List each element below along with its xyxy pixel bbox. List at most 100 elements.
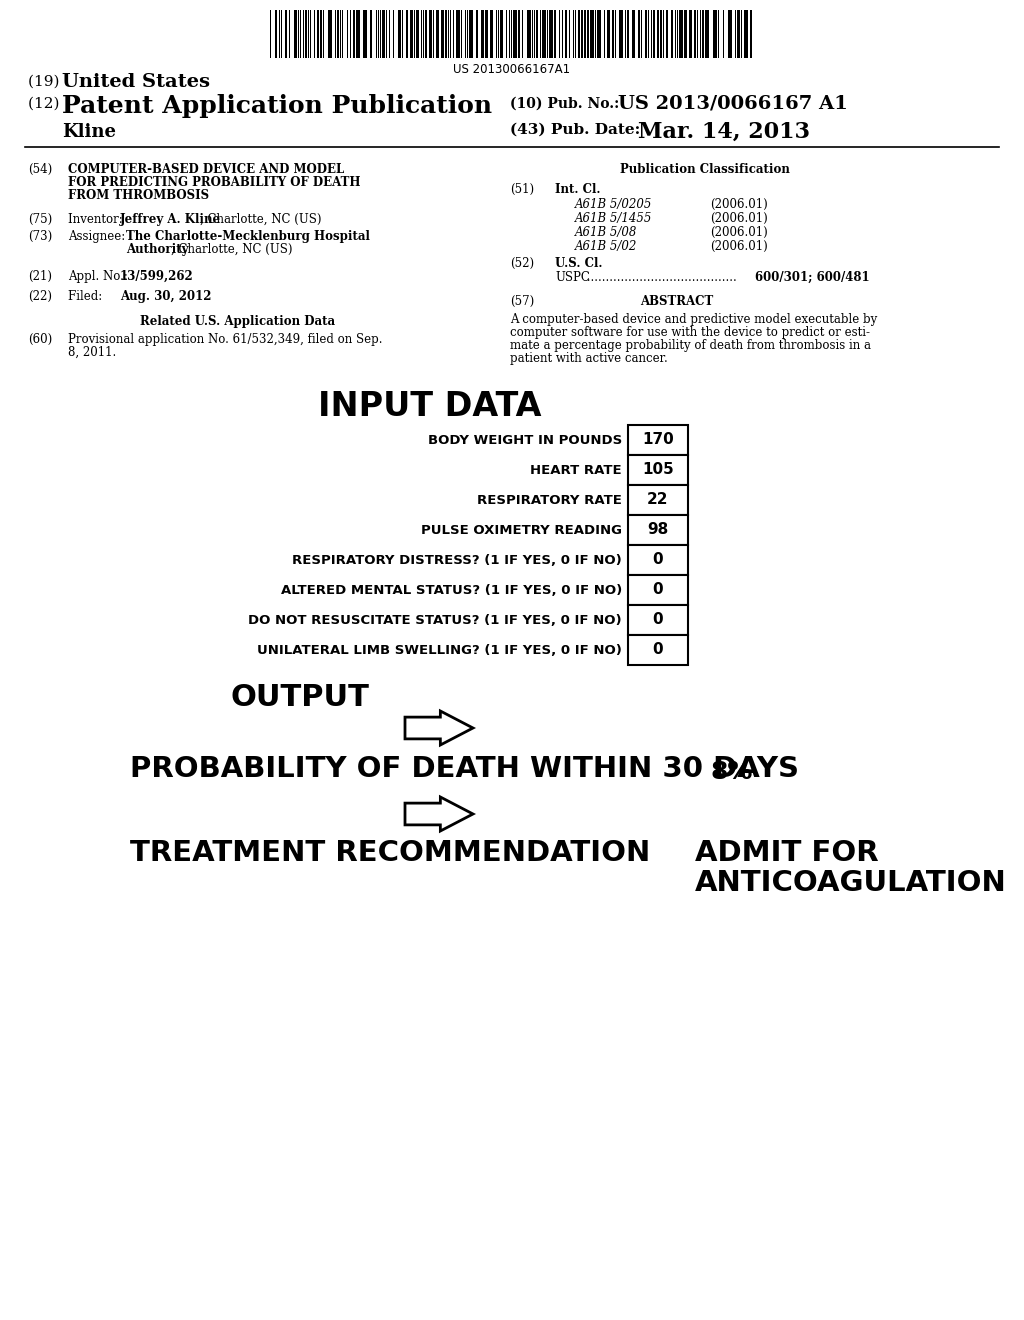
Bar — [476, 11, 478, 58]
Text: Mar. 14, 2013: Mar. 14, 2013 — [638, 121, 810, 143]
Bar — [666, 11, 668, 58]
Text: HEART RATE: HEART RATE — [530, 463, 622, 477]
Text: 13/599,262: 13/599,262 — [120, 271, 194, 282]
Bar — [705, 11, 709, 58]
Bar — [542, 11, 546, 58]
Text: (2006.01): (2006.01) — [710, 198, 768, 211]
Text: FROM THROMBOSIS: FROM THROMBOSIS — [68, 189, 209, 202]
Bar — [353, 11, 355, 58]
Text: (43) Pub. Date:: (43) Pub. Date: — [510, 123, 640, 137]
Text: 0: 0 — [652, 582, 664, 598]
Text: mate a percentage probability of death from thrombosis in a: mate a percentage probability of death f… — [510, 339, 871, 352]
Bar — [445, 11, 447, 58]
Text: (73): (73) — [28, 230, 52, 243]
Bar — [406, 11, 408, 58]
Text: ADMIT FOR: ADMIT FOR — [695, 840, 879, 867]
Text: United States: United States — [62, 73, 210, 91]
Bar — [607, 11, 610, 58]
Text: 600/301; 600/481: 600/301; 600/481 — [755, 271, 869, 284]
Text: Filed:: Filed: — [68, 290, 132, 304]
Text: Appl. No.:: Appl. No.: — [68, 271, 135, 282]
Text: Int. Cl.: Int. Cl. — [555, 183, 600, 195]
Text: (19): (19) — [28, 75, 65, 88]
Text: U.S. Cl.: U.S. Cl. — [555, 257, 602, 271]
Polygon shape — [406, 797, 473, 832]
Bar — [518, 11, 520, 58]
Text: RESPIRATORY RATE: RESPIRATORY RATE — [477, 494, 622, 507]
Bar — [513, 11, 517, 58]
Text: (12): (12) — [28, 96, 65, 111]
Text: (21): (21) — [28, 271, 52, 282]
Text: 0: 0 — [652, 553, 664, 568]
Bar — [653, 11, 655, 58]
Bar — [565, 11, 567, 58]
Text: Assignee:: Assignee: — [68, 230, 133, 243]
Bar — [337, 11, 339, 58]
Text: Authority: Authority — [126, 243, 188, 256]
Text: , Charlotte, NC (US): , Charlotte, NC (US) — [171, 243, 293, 256]
Bar — [750, 11, 752, 58]
Text: DO NOT RESUSCITATE STATUS? (1 IF YES, 0 IF NO): DO NOT RESUSCITATE STATUS? (1 IF YES, 0 … — [249, 614, 622, 627]
Text: (52): (52) — [510, 257, 535, 271]
Bar — [628, 605, 688, 635]
Bar — [584, 11, 586, 58]
Bar — [694, 11, 696, 58]
Bar — [469, 11, 473, 58]
Text: (2006.01): (2006.01) — [710, 240, 768, 253]
Bar — [578, 11, 580, 58]
Bar — [356, 11, 360, 58]
Text: Jeffrey A. Kline: Jeffrey A. Kline — [120, 213, 221, 226]
Text: OUTPUT: OUTPUT — [230, 682, 369, 711]
Bar — [628, 484, 688, 515]
Bar — [684, 11, 687, 58]
Bar — [645, 11, 647, 58]
Bar — [628, 545, 688, 576]
Text: ALTERED MENTAL STATUS? (1 IF YES, 0 IF NO): ALTERED MENTAL STATUS? (1 IF YES, 0 IF N… — [281, 583, 622, 597]
Bar — [294, 11, 297, 58]
Text: Related U.S. Application Data: Related U.S. Application Data — [140, 315, 335, 327]
Text: BODY WEIGHT IN POUNDS: BODY WEIGHT IN POUNDS — [428, 433, 622, 446]
Bar — [657, 11, 659, 58]
Text: 105: 105 — [642, 462, 674, 478]
Bar — [628, 515, 688, 545]
Text: computer software for use with the device to predict or esti-: computer software for use with the devic… — [510, 326, 870, 339]
Bar — [485, 11, 488, 58]
Text: PROBABILITY OF DEATH WITHIN 30 DAYS: PROBABILITY OF DEATH WITHIN 30 DAYS — [130, 755, 799, 783]
Bar — [628, 576, 688, 605]
Text: ........................................: ........................................ — [583, 271, 736, 284]
Text: COMPUTER-BASED DEVICE AND MODEL: COMPUTER-BASED DEVICE AND MODEL — [68, 162, 344, 176]
Text: The Charlotte-Mecklenburg Hospital: The Charlotte-Mecklenburg Hospital — [126, 230, 370, 243]
Bar — [319, 11, 322, 58]
Text: Kline: Kline — [62, 123, 116, 141]
Bar — [702, 11, 705, 58]
Bar — [689, 11, 692, 58]
Bar — [370, 11, 372, 58]
Bar — [328, 11, 332, 58]
Bar — [490, 11, 493, 58]
Text: 98: 98 — [647, 523, 669, 537]
Text: A61B 5/1455: A61B 5/1455 — [575, 213, 652, 224]
Bar — [628, 455, 688, 484]
Bar — [627, 11, 629, 58]
Bar — [628, 425, 688, 455]
Bar — [436, 11, 439, 58]
Bar — [713, 11, 717, 58]
Text: ABSTRACT: ABSTRACT — [640, 294, 714, 308]
Bar — [679, 11, 683, 58]
Bar — [632, 11, 635, 58]
Bar — [628, 635, 688, 665]
Bar — [612, 11, 614, 58]
Text: (2006.01): (2006.01) — [710, 213, 768, 224]
Text: A computer-based device and predictive model executable by: A computer-based device and predictive m… — [510, 313, 878, 326]
Text: FOR PREDICTING PROBABILITY OF DEATH: FOR PREDICTING PROBABILITY OF DEATH — [68, 176, 360, 189]
Bar — [317, 11, 319, 58]
Text: TREATMENT RECOMMENDATION: TREATMENT RECOMMENDATION — [130, 840, 650, 867]
Text: A61B 5/0205: A61B 5/0205 — [575, 198, 652, 211]
Text: ANTICOAGULATION: ANTICOAGULATION — [695, 869, 1007, 898]
Bar — [425, 11, 427, 58]
Text: INPUT DATA: INPUT DATA — [318, 389, 542, 422]
Text: (10) Pub. No.:: (10) Pub. No.: — [510, 96, 620, 111]
Text: (54): (54) — [28, 162, 52, 176]
Text: 0: 0 — [652, 612, 664, 627]
Text: Patent Application Publication: Patent Application Publication — [62, 94, 493, 117]
